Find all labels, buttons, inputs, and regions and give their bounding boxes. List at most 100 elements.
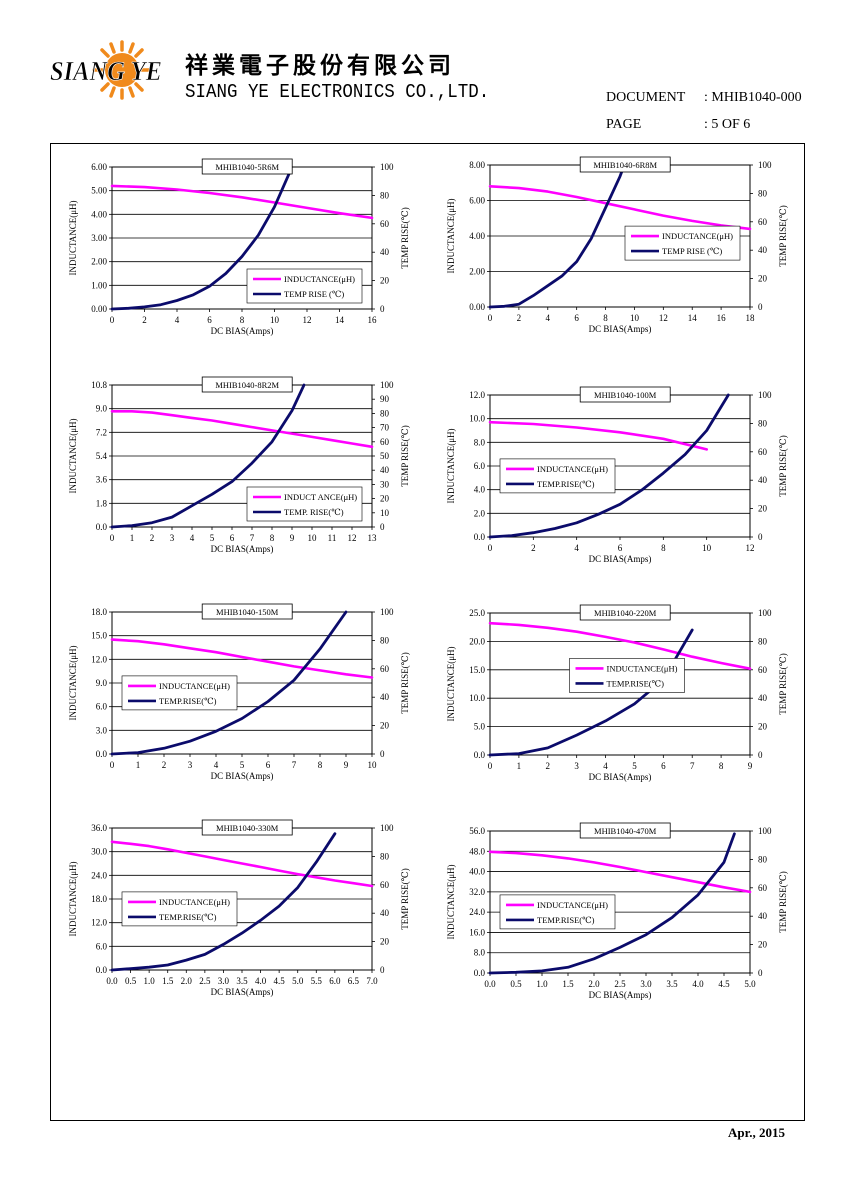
y-tick-label: 36.0 — [91, 823, 107, 833]
x-tick-label: 1.5 — [562, 979, 574, 989]
company-name-chinese: 祥業電子股份有限公司 — [185, 52, 455, 79]
x-tick-label: 3.5 — [666, 979, 678, 989]
y-tick-label: 30.0 — [91, 847, 107, 857]
x-tick-label: 3 — [188, 760, 193, 770]
y-axis-label: INDUCTANCE(μH) — [68, 861, 78, 936]
y-tick-label: 7.2 — [96, 427, 107, 437]
x-tick-label: 5.5 — [311, 976, 323, 986]
y2-tick-label: 0 — [380, 304, 385, 314]
y2-tick-label: 0 — [758, 302, 763, 312]
legend-label: TEMP.RISE(℃) — [607, 678, 665, 688]
x-tick-label: 10 — [270, 315, 280, 325]
y-tick-label: 16.0 — [469, 927, 485, 937]
legend-label: TEMP.RISE(℃) — [537, 479, 595, 489]
x-tick-label: 2 — [150, 533, 155, 543]
footer-date: Apr., 2015 — [728, 1125, 785, 1140]
x-tick-label: 1 — [517, 761, 522, 771]
y-tick-label: 40.0 — [469, 867, 485, 877]
y2-tick-label: 100 — [758, 160, 772, 170]
x-tick-label: 4.5 — [718, 979, 730, 989]
x-tick-label: 7 — [250, 533, 255, 543]
chart-5r6m: 0.001.002.003.004.005.006.00020406080100… — [68, 158, 410, 336]
y-tick-label: 12.0 — [91, 654, 107, 664]
x-tick-label: 3.0 — [218, 976, 230, 986]
x-tick-label: 2.5 — [199, 976, 211, 986]
y-tick-label: 18.0 — [91, 607, 107, 617]
temp-rise-line — [488, 832, 736, 975]
y-tick-label: 9.0 — [96, 404, 108, 414]
y2-tick-label: 80 — [380, 190, 390, 200]
y-tick-label: 4.0 — [474, 485, 486, 495]
x-tick-label: 8 — [270, 533, 275, 543]
x-tick-label: 0.5 — [125, 976, 137, 986]
chart-title-box: MHIB1040-5R6M — [201, 158, 293, 175]
legend: INDUCTANCE(μH) TEMP.RISE(℃) — [499, 458, 616, 494]
x-tick-label: 6.0 — [329, 976, 341, 986]
chart-title: MHIB1040-8R2M — [215, 380, 279, 390]
x-tick-label: 18 — [746, 313, 756, 323]
y-axis-label: INDUCTANCE(μH) — [446, 864, 456, 939]
legend-label: TEMP.RISE(℃) — [159, 912, 217, 922]
content-frame — [50, 143, 805, 1121]
x-tick-label: 8 — [661, 543, 666, 553]
logo-sun-icon — [92, 40, 152, 100]
x-tick-label: 8 — [603, 313, 608, 323]
x-tick-label: 1.0 — [144, 976, 156, 986]
legend-label: INDUCTANCE(μH) — [537, 900, 608, 910]
x-tick-label: 1 — [130, 533, 135, 543]
y2-tick-label: 40 — [758, 475, 768, 485]
legend: INDUCTANCE(μH) TEMP RISE (℃) — [246, 268, 363, 304]
x-tick-label: 7 — [690, 761, 695, 771]
page-number: : 5 OF 6 — [704, 117, 751, 132]
x-tick-label: 12 — [303, 315, 312, 325]
y-tick-label: 8.00 — [469, 160, 485, 170]
y-tick-label: 3.0 — [96, 725, 108, 735]
company-name-english: SIANG YE ELECTRONICS CO.,LTD. — [185, 81, 490, 103]
x-tick-label: 2.0 — [588, 979, 600, 989]
x-tick-label: 11 — [328, 533, 337, 543]
legend-label: INDUCTANCE(μH) — [537, 464, 608, 474]
y2-tick-label: 60 — [758, 447, 768, 457]
legend-label: INDUCTANCE(μH) — [284, 274, 355, 284]
y2-tick-label: 100 — [380, 380, 394, 390]
y-tick-label: 48.0 — [469, 846, 485, 856]
y-tick-label: 0.0 — [474, 532, 486, 542]
x-axis-label: DC BIAS(Amps) — [211, 771, 274, 781]
y2-tick-label: 20 — [758, 722, 768, 732]
y-tick-label: 12.0 — [91, 918, 107, 928]
logo-text: SIANG YE — [50, 56, 162, 86]
x-tick-label: 9 — [344, 760, 349, 770]
legend-label: TEMP.RISE(℃) — [537, 915, 595, 925]
y2-tick-label: 50 — [380, 451, 390, 461]
legend-box — [246, 268, 363, 304]
legend: INDUCTANCE(μH) TEMP.RISE(℃) — [569, 658, 685, 693]
temp-rise-line — [110, 168, 293, 311]
chart-title-box: MHIB1040-470M — [579, 822, 671, 839]
y-tick-label: 0.0 — [474, 750, 486, 760]
chart-title: MHIB1040-150M — [216, 607, 279, 617]
y2-tick-label: 60 — [380, 219, 390, 229]
chart-title-box: MHIB1040-220M — [579, 604, 671, 621]
inductance-line — [110, 840, 374, 888]
x-tick-label: 5.0 — [292, 976, 304, 986]
x-tick-label: 6 — [207, 315, 212, 325]
inductance-line — [488, 420, 709, 451]
temp-rise-line — [488, 393, 730, 539]
legend-label: TEMP RISE (℃) — [284, 289, 344, 299]
y2-tick-label: 80 — [380, 851, 390, 861]
y-tick-label: 2.00 — [469, 267, 485, 277]
y-tick-label: 12.0 — [469, 390, 485, 400]
y-axis-label: INDUCTANCE(μH) — [68, 200, 78, 275]
y-tick-label: 56.0 — [469, 826, 485, 836]
x-tick-label: 7.0 — [366, 976, 378, 986]
x-tick-label: 2 — [517, 313, 522, 323]
x-tick-label: 13 — [368, 533, 378, 543]
x-tick-label: 6 — [661, 761, 666, 771]
chart-title: MHIB1040-220M — [594, 608, 657, 618]
y-tick-label: 6.0 — [96, 702, 108, 712]
y-tick-label: 1.00 — [91, 280, 107, 290]
y-tick-label: 2.0 — [474, 508, 486, 518]
legend-box — [499, 894, 616, 930]
x-axis-label: DC BIAS(Amps) — [589, 772, 652, 782]
title-box-border — [201, 819, 293, 836]
